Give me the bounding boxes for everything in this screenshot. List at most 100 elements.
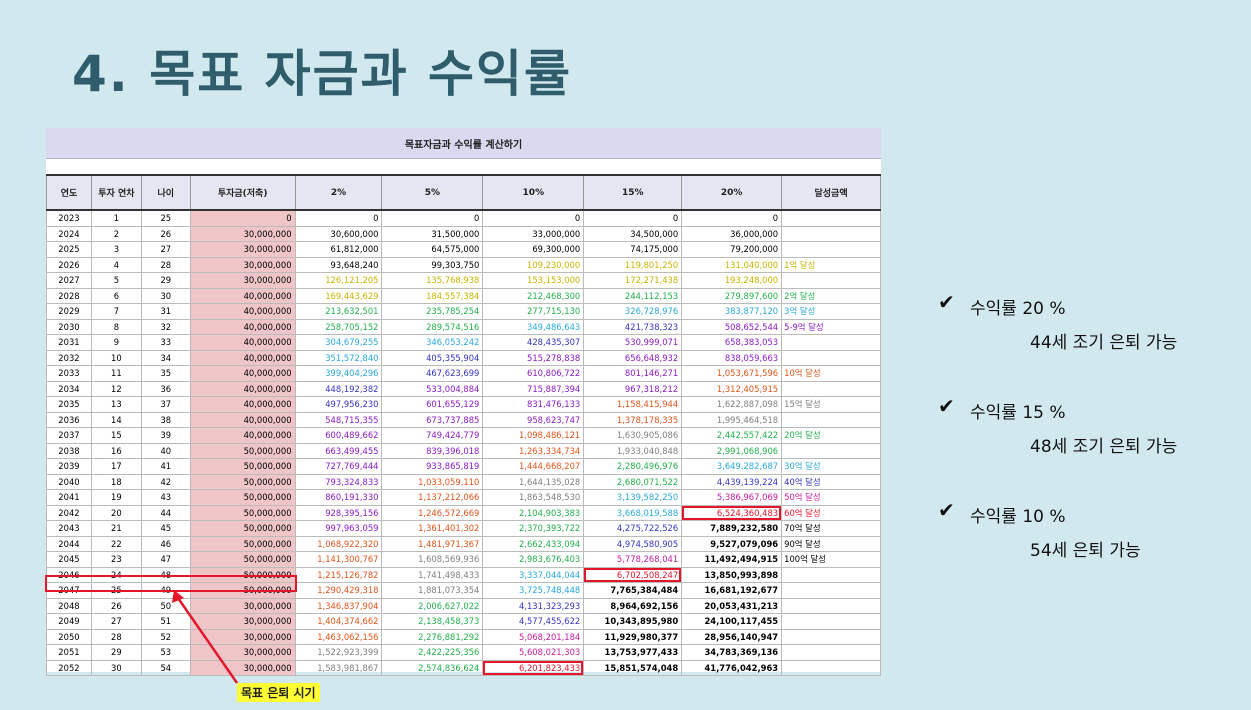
table-cell: 2,662,433,094 <box>482 535 585 552</box>
table-cell: 1,068,922,320 <box>294 535 383 552</box>
table-cell: 213,632,501 <box>294 303 383 320</box>
table-cell: 40 <box>140 442 191 459</box>
table-cell: 5-9억 달성 <box>781 318 881 335</box>
table-row: 2028 6 30 40,000,000 169,443,629 184,557,384 2… <box>46 287 881 304</box>
column-header: 20% <box>681 174 783 211</box>
table-cell <box>781 613 881 630</box>
table-cell: 1,141,300,767 <box>294 551 383 568</box>
table-cell: 13,850,993,898 <box>681 566 783 583</box>
table-cell: 119,801,250 <box>583 256 683 273</box>
table-cell: 831,476,133 <box>482 396 585 413</box>
table-cell: 6,201,823,433 <box>482 659 585 676</box>
table-cell: 383,877,120 <box>681 303 783 320</box>
table-cell: 3,337,044,044 <box>482 566 585 583</box>
table-cell <box>781 334 881 351</box>
table-cell: 1,346,837,904 <box>294 597 383 614</box>
table-cell <box>781 225 881 242</box>
table-cell: 600,489,662 <box>294 427 383 444</box>
table-row: 2040 18 42 50,000,000 793,324,833 1,033,059,1… <box>46 473 881 490</box>
table-cell: 2,442,557,422 <box>681 427 783 444</box>
table-cell: 10 <box>90 349 142 366</box>
table-cell: 40,000,000 <box>189 427 296 444</box>
table-cell: 5,068,201,184 <box>482 628 585 645</box>
column-header: 15% <box>583 174 683 211</box>
table-cell: 428,435,307 <box>482 334 585 351</box>
table-cell: 153,153,000 <box>482 272 585 289</box>
table-cell: 3 <box>90 241 142 258</box>
table-cell: 12 <box>90 380 142 397</box>
table-cell: 9 <box>90 334 142 351</box>
table-cell: 801,146,271 <box>583 365 683 382</box>
table-cell: 93,648,240 <box>294 256 383 273</box>
table-cell: 656,648,932 <box>583 349 683 366</box>
table-cell: 2043 <box>46 520 92 537</box>
table-cell: 11 <box>90 365 142 382</box>
table-cell: 28 <box>90 628 142 645</box>
checklist-item: ✔ 수익률 20 % 44세 조기 은퇴 가능 <box>938 290 1238 394</box>
table-cell: 1,522,923,399 <box>294 644 383 661</box>
table-cell: 7,765,384,484 <box>583 582 683 599</box>
table-cell: 6,524,360,483 <box>681 504 783 521</box>
table-cell: 29 <box>140 272 191 289</box>
table-row: 2031 9 33 40,000,000 304,679,255 346,053,242 4… <box>46 334 881 351</box>
table-row: 2052 30 54 30,000,000 1,583,981,867 2,574,836… <box>46 659 881 676</box>
table-cell: 351,572,840 <box>294 349 383 366</box>
table-cell: 1억 달성 <box>781 256 881 273</box>
table-cell: 44 <box>140 504 191 521</box>
table-cell: 50,000,000 <box>189 551 296 568</box>
table-cell: 11,929,980,377 <box>583 628 683 645</box>
table-cell: 1,481,971,367 <box>381 535 484 552</box>
table-cell: 169,443,629 <box>294 287 383 304</box>
table-cell: 6 <box>90 287 142 304</box>
table-cell: 14 <box>90 411 142 428</box>
table-row: 2035 13 37 40,000,000 497,956,230 601,655,129… <box>46 396 881 413</box>
table-cell: 51 <box>140 613 191 630</box>
table-cell: 958,623,747 <box>482 411 585 428</box>
table-cell: 1,263,334,734 <box>482 442 585 459</box>
table-cell: 22 <box>90 535 142 552</box>
table-cell: 50,000,000 <box>189 566 296 583</box>
table-row: 2051 29 53 30,000,000 1,522,923,399 2,422,225… <box>46 644 881 661</box>
table-cell: 25 <box>140 209 191 227</box>
table-cell: 258,705,152 <box>294 318 383 335</box>
checklist-rate: 수익률 10 % <box>970 507 1066 527</box>
checklist: ✔ 수익률 20 % 44세 조기 은퇴 가능 ✔ 수익률 15 % 48세 조… <box>938 290 1238 602</box>
table-cell: 2044 <box>46 535 92 552</box>
table-cell: 53 <box>140 644 191 661</box>
table-cell: 100억 달성 <box>781 551 881 568</box>
table-cell: 4,131,323,293 <box>482 597 585 614</box>
table-cell: 2,680,071,522 <box>583 473 683 490</box>
table-row: 2025 3 27 30,000,000 61,812,000 64,575,000 69,… <box>46 241 881 258</box>
table-cell: 41 <box>140 458 191 475</box>
table-cell: 860,191,330 <box>294 489 383 506</box>
checklist-desc: 48세 조기 은퇴 가능 <box>1030 437 1178 457</box>
table-cell: 2033 <box>46 365 92 382</box>
checkmark-icon: ✔ <box>938 290 955 314</box>
table-cell: 50,000,000 <box>189 582 296 599</box>
table-cell: 212,468,300 <box>482 287 585 304</box>
table-cell: 45 <box>140 520 191 537</box>
table-row: 2038 16 40 50,000,000 663,499,455 839,396,018… <box>46 442 881 459</box>
table-cell: 2,574,836,624 <box>381 659 484 676</box>
table-cell: 244,112,153 <box>583 287 683 304</box>
table-cell: 405,355,904 <box>381 349 484 366</box>
table-cell: 28 <box>140 256 191 273</box>
column-header: 10% <box>482 174 585 211</box>
column-header: 투자 연차 <box>90 174 142 211</box>
table-cell: 40,000,000 <box>189 318 296 335</box>
table-row: 2024 2 26 30,000,000 30,600,000 31,500,000 33,… <box>46 225 881 242</box>
table-cell: 30,000,000 <box>189 628 296 645</box>
table-cell <box>781 442 881 459</box>
checklist-rate: 수익률 15 % <box>970 403 1066 423</box>
column-header: 2% <box>294 174 383 211</box>
table-cell: 2030 <box>46 318 92 335</box>
table-cell: 23 <box>90 551 142 568</box>
table-cell: 548,715,355 <box>294 411 383 428</box>
checklist-item: ✔ 수익률 15 % 48세 조기 은퇴 가능 <box>938 394 1238 498</box>
table-cell: 1,290,429,318 <box>294 582 383 599</box>
table-cell: 2029 <box>46 303 92 320</box>
table-cell: 530,999,071 <box>583 334 683 351</box>
table-cell: 997,963,059 <box>294 520 383 537</box>
table-cell: 6,702,508,247 <box>583 566 683 583</box>
table-cell: 967,318,212 <box>583 380 683 397</box>
